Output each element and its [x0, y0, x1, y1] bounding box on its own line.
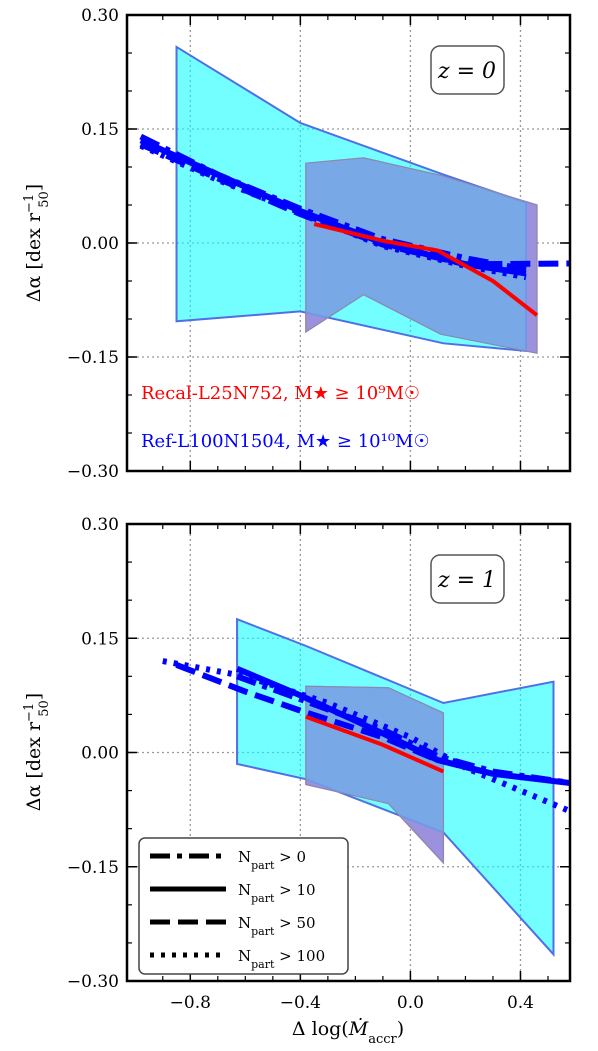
panel-z0: −0.30 −0.15 0.00 0.15 0.30 z = 0 Recal-L25N7… — [22, 6, 572, 482]
y-axis-label-sup: −1 — [22, 194, 37, 213]
ticks: −0.8 −0.4 0.0 0.4 −0.30 −0.15 0.00 0.15 0.30 — [67, 515, 570, 1013]
overlap-band — [305, 685, 445, 865]
legend-label: Npart > 100 — [238, 947, 325, 971]
legend-frame — [138, 837, 349, 975]
y-tick-label: 0.30 — [81, 6, 119, 26]
redshift-box: z = 0 — [430, 45, 505, 95]
legend-label-sub: part — [251, 859, 275, 872]
x-tick-label: −0.8 — [170, 993, 211, 1013]
y-tick-label: 0.15 — [81, 629, 119, 649]
redshift-label: z = 1 — [437, 568, 496, 593]
y-tick-label: −0.15 — [67, 348, 119, 368]
recal-sample-label: Recal-L25N752, M★ ≥ 10⁹M☉ — [141, 383, 420, 404]
y-axis-label-pre: Δα [dex r — [23, 721, 45, 811]
y-axis-label: Δα [dex r−150] — [22, 184, 52, 302]
ref-series-line-dashdot — [139, 133, 527, 273]
legend-label-main: N — [238, 947, 251, 965]
y-axis-label: Δα [dex r−150] — [22, 693, 52, 811]
legend-label-main: N — [238, 914, 251, 932]
ref-series-line-solid — [235, 665, 570, 786]
series-lines — [139, 133, 570, 317]
y-tick-label: 0.00 — [81, 744, 119, 764]
redshift-label: z = 0 — [437, 59, 496, 84]
recal-series-line — [313, 222, 539, 317]
redshift-box: z = 1 — [430, 554, 505, 604]
ref-sample-label: Ref-L100N1504, M★ ≥ 10¹⁰M☉ — [141, 431, 430, 452]
x-axis-label-sym: Ṁ — [348, 1017, 369, 1040]
y-tick-label: −0.30 — [67, 462, 119, 482]
legend-label-sub: part — [251, 958, 275, 971]
ticks: −0.30 −0.15 0.00 0.15 0.30 — [67, 6, 570, 482]
legend-label: Npart > 50 — [238, 914, 316, 938]
y-tick-label: −0.30 — [67, 972, 119, 992]
y-axis-label-sub: 50 — [37, 700, 52, 717]
legend-label-rest: > 0 — [274, 848, 306, 866]
y-axis-label-post: ] — [23, 184, 45, 191]
y-axis-label-post: ] — [23, 693, 45, 700]
x-axis-label-pre: Δ log( — [292, 1018, 349, 1040]
legend-label: Npart > 10 — [238, 881, 316, 905]
y-tick-label: −0.15 — [67, 858, 119, 878]
panel-z1: −0.8 −0.4 0.0 0.4 −0.30 −0.15 0.00 0.15 0.30 z =… — [22, 515, 572, 1047]
x-tick-label: −0.4 — [280, 993, 321, 1013]
redshift-box-frame — [430, 554, 505, 604]
redshift-box-frame — [430, 45, 505, 95]
legend-label-rest: > 10 — [274, 881, 315, 899]
ref-series-line-dashed — [175, 662, 494, 777]
legend-label-sub: part — [251, 892, 275, 905]
legend-label-main: N — [238, 881, 251, 899]
x-axis-label: Δ log(Ṁaccr) — [292, 1017, 404, 1047]
ref-series-line-solid — [139, 137, 527, 277]
y-axis-label-pre: Δα [dex r — [23, 212, 45, 302]
legend-label-sub: part — [251, 925, 275, 938]
y-tick-label: 0.30 — [81, 515, 119, 535]
legend-label-main: N — [238, 848, 251, 866]
y-tick-label: 0.00 — [81, 234, 119, 254]
y-axis-label-sup: −1 — [22, 703, 37, 722]
y-axis-label-sub: 50 — [37, 191, 52, 208]
series-lines — [162, 658, 570, 814]
legend-label-rest: > 100 — [274, 947, 325, 965]
x-axis-label-sub: accr — [368, 1032, 397, 1047]
recal-series-line — [305, 714, 445, 774]
legend-label-rest: > 50 — [274, 914, 315, 932]
x-axis-label-post: ) — [397, 1018, 404, 1040]
x-tick-label: 0.0 — [397, 993, 424, 1013]
legend-label: Npart > 0 — [238, 848, 306, 872]
y-tick-label: 0.15 — [81, 120, 119, 140]
x-tick-label: 0.4 — [507, 993, 534, 1013]
